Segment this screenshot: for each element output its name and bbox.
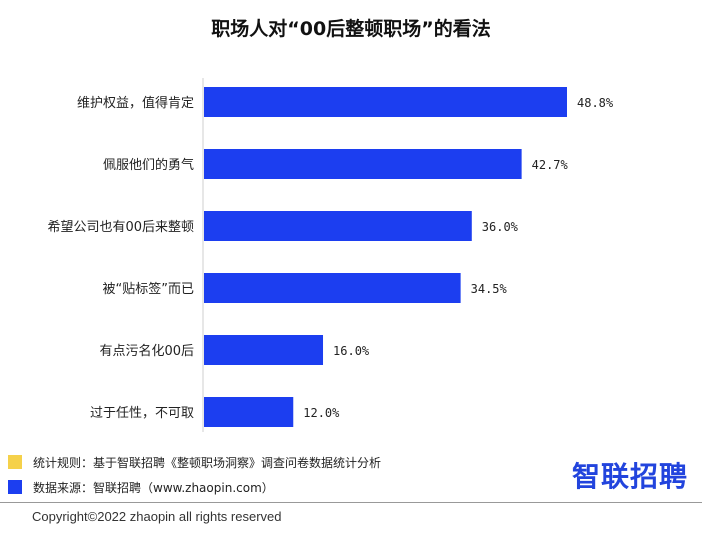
note-method-swatch (8, 455, 22, 469)
bar-chart: 维护权益，值得肯定 48.8% 佩服他们的勇气 42.7% 希望公司也有00后来整顿 36… (47, 78, 614, 432)
zhaopin-logo: 智联招聘 (572, 460, 689, 493)
value-label: 34.5% (471, 282, 508, 296)
value-label: 42.7% (532, 158, 569, 172)
category-label: 佩服他们的勇气 (103, 157, 194, 173)
value-label: 16.0% (333, 344, 370, 358)
value-label: 36.0% (482, 220, 519, 234)
chart-title: 职场人对“00后整顿职场”的看法 (211, 18, 491, 40)
bar (204, 87, 567, 117)
category-label: 希望公司也有00后来整顿 (47, 219, 194, 235)
note-method: 统计规则：基于智联招聘《整顿职场洞察》调查问卷数据统计分析 (8, 452, 381, 472)
note-source: 数据来源：智联招聘（www.zhaopin.com） (8, 477, 381, 497)
bar (204, 273, 461, 303)
bar (204, 149, 522, 179)
note-source-swatch (8, 480, 22, 494)
footnotes: 统计规则：基于智联招聘《整顿职场洞察》调查问卷数据统计分析 数据来源：智联招聘（… (8, 452, 381, 502)
bar (204, 335, 324, 365)
category-label: 有点污名化00后 (99, 343, 194, 359)
footer-divider (0, 502, 702, 503)
copyright-text: Copyright©2022 zhaopin all rights reserv… (32, 509, 282, 524)
bars-layer: 维护权益，值得肯定 48.8% 佩服他们的勇气 42.7% 希望公司也有00后来整顿 36… (47, 87, 614, 427)
bar (204, 397, 294, 427)
value-label: 48.8% (577, 96, 614, 110)
bar (204, 211, 472, 241)
category-label: 维护权益，值得肯定 (77, 95, 194, 111)
note-source-text: 数据来源：智联招聘（www.zhaopin.com） (33, 480, 274, 495)
value-label: 12.0% (303, 406, 340, 420)
category-label: 过于任性，不可取 (90, 406, 194, 421)
category-label: 被“贴标签”而已 (103, 281, 194, 297)
note-method-text: 统计规则：基于智联招聘《整顿职场洞察》调查问卷数据统计分析 (33, 455, 382, 470)
